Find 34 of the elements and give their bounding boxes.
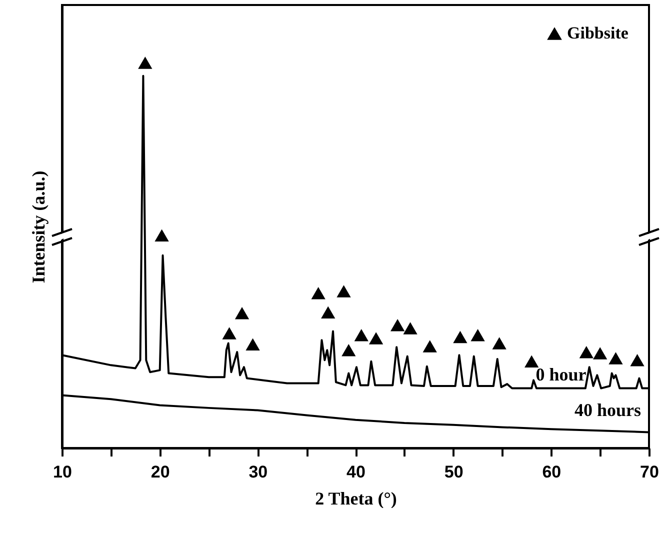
- point: [422, 340, 437, 352]
- x-tick-label: 50: [444, 462, 464, 482]
- point: [593, 347, 608, 360]
- series-label: 40 hours: [574, 400, 641, 420]
- point: [403, 322, 418, 334]
- legend-label: Gibbsite: [567, 24, 629, 42]
- point: [321, 306, 336, 319]
- point: [342, 344, 356, 356]
- point: [138, 56, 152, 69]
- point: [470, 329, 485, 342]
- x-tick-label: 60: [542, 462, 562, 482]
- point: [234, 307, 250, 320]
- point: [354, 329, 368, 342]
- point: [492, 337, 506, 350]
- x-tick-label: 20: [150, 462, 170, 482]
- point: [579, 346, 594, 358]
- point: [311, 287, 326, 300]
- point: [524, 355, 539, 368]
- point: [608, 352, 623, 364]
- series-label: 0 hour: [536, 364, 586, 384]
- y-axis-title: Intensity (a.u.): [28, 170, 48, 284]
- point: [630, 354, 644, 366]
- x-axis-title: 2 Theta (°): [315, 488, 397, 508]
- x-tick-label: 30: [248, 462, 268, 482]
- x-tick-label: 70: [640, 462, 659, 482]
- x-tick-label: 10: [53, 462, 72, 482]
- point: [336, 285, 351, 298]
- point: [222, 327, 236, 340]
- point: [154, 229, 169, 242]
- point: [368, 332, 384, 344]
- point: [453, 330, 468, 344]
- point: [246, 338, 260, 350]
- point: [390, 318, 405, 332]
- x-tick-label: 40: [346, 462, 366, 482]
